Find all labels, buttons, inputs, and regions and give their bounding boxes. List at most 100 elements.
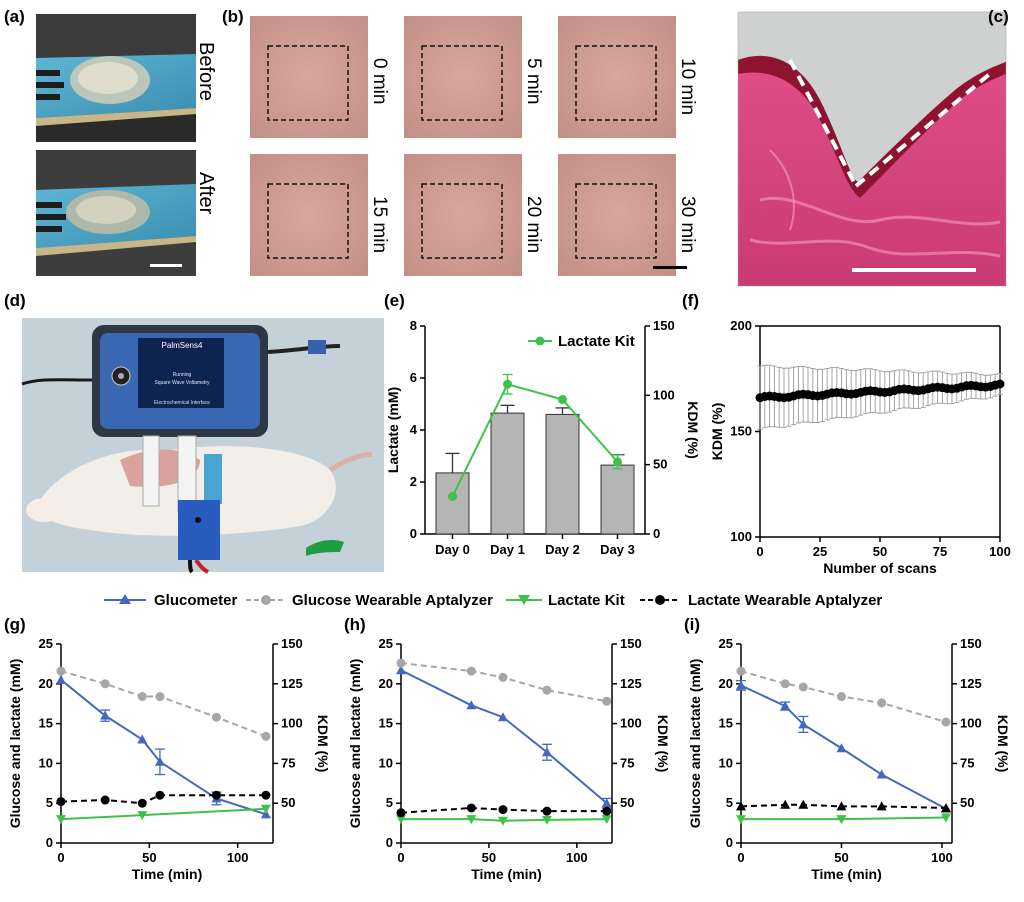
y-tick-label: 15	[379, 716, 393, 731]
panel-label-c: (c)	[988, 7, 1009, 26]
y2-axis-label: KDM (%)	[685, 401, 701, 459]
y2-tick-label: 75	[281, 755, 295, 770]
data-point-lactate-aptalyzer	[602, 806, 612, 816]
device-brand: PalmSens4	[162, 341, 203, 350]
panel-b: (b) 0 min 5 min 10 min 15 min 20 min 30 min	[222, 7, 698, 276]
y2-tick-label: 125	[281, 676, 303, 691]
y-tick-label: 200	[730, 318, 752, 333]
y-tick-label: 100	[730, 529, 752, 544]
y-tick-label: 6	[410, 370, 417, 385]
microneedle-region	[267, 45, 349, 121]
x-tick-label: 0	[57, 850, 64, 865]
scale-bar	[150, 264, 182, 267]
panel-label-f: (f)	[682, 291, 699, 310]
device-footer: Electrochemical Interface	[154, 400, 210, 406]
data-point-lactate-kit	[541, 815, 552, 825]
data-point-glucometer	[736, 680, 746, 690]
skin-tile: 5 min	[404, 16, 544, 138]
panel-d: (d) PalmSens4 Running Square Wave Voltam…	[4, 291, 384, 574]
data-point-glucometer	[836, 743, 847, 753]
x-tick-label: 100	[989, 544, 1011, 559]
device-screen-line-2: Square Wave Voltametry	[154, 380, 210, 386]
data-point-glucometer	[541, 747, 552, 757]
x-tick-label: 25	[813, 544, 827, 559]
device-screen-line-1: Running	[173, 372, 192, 378]
x-tick-label: 0	[737, 850, 744, 865]
data-point-lactate-aptalyzer	[137, 798, 147, 808]
data-point-lactate-kit	[137, 811, 148, 821]
y-tick-label: 25	[379, 636, 393, 651]
y2-tick-label: 75	[960, 755, 974, 770]
skin-tile: 20 min	[404, 154, 544, 276]
series-line-glucometer	[740, 684, 947, 810]
x-tick-label: 0	[756, 544, 763, 559]
data-point-glucose-aptalyzer	[100, 679, 110, 689]
data-point-glucometer	[876, 769, 887, 779]
y-tick-label: 2	[410, 474, 417, 489]
y-axis-label: Lactate (mM)	[385, 387, 401, 473]
y-tick-label: 15	[719, 716, 733, 731]
data-point-lactate-kit	[940, 813, 951, 823]
data-point-lactate-aptalyzer	[100, 795, 110, 805]
data-point-lactate-aptalyzer	[261, 790, 271, 800]
skin-photo	[404, 154, 522, 276]
y-axis-label: Glucose and lactate (mM)	[687, 659, 703, 829]
chart-e: 0 2 4 6 8 0 50 100 150 Lactate (mM) KDM (%) Day 0 Da…	[385, 318, 701, 557]
y-tick-label: 20	[39, 676, 53, 691]
x-tick-label: 100	[227, 850, 249, 865]
y-tick-label: 5	[726, 795, 733, 810]
data-point-glucometer	[798, 719, 809, 729]
chart-f: 100 150 200 0 25 50 75 100 KDM (%) Number of scan…	[709, 318, 1011, 576]
data-point-glucometer	[154, 756, 165, 766]
y2-tick-label: 50	[281, 795, 295, 810]
series-line-glucometer	[60, 679, 267, 816]
y-tick-label: 8	[410, 318, 417, 333]
data-point-glucometer	[396, 665, 406, 675]
y2-tick-label: 150	[653, 318, 675, 333]
y-tick-label: 0	[726, 835, 733, 850]
data-point-glucose-aptalyzer	[261, 731, 271, 741]
data-point-lactate-kit	[56, 815, 66, 825]
x-axis-label: Time (min)	[132, 866, 203, 882]
data-point-lactate-kit	[448, 492, 457, 502]
x-axis-label: Time (min)	[471, 866, 542, 882]
data-point-lactate-kit	[503, 379, 512, 389]
legend-label-lactate-kit: Lactate Kit	[558, 333, 635, 350]
circle-marker-icon	[261, 595, 271, 605]
data-point-glucometer	[137, 734, 148, 744]
microneedle-region	[575, 183, 657, 259]
y-axis-label: Glucose and lactate (mM)	[347, 659, 363, 829]
y-tick-label: 15	[39, 716, 53, 731]
scale-bar	[653, 266, 687, 269]
y-tick-label: 4	[410, 422, 418, 437]
x-tick-label: 50	[834, 850, 848, 865]
data-point-lactate-aptalyzer	[211, 790, 221, 800]
triangle-down-icon	[518, 595, 530, 605]
skin-photo	[250, 154, 368, 276]
y-axis-label: Glucose and lactate (mM)	[7, 659, 23, 829]
x-tick-label: 50	[482, 850, 496, 865]
y-tick-label: 150	[730, 424, 752, 439]
y2-axis-label: KDM (%)	[315, 715, 331, 773]
time-label: 5 min	[523, 58, 544, 104]
time-label: 0 min	[369, 58, 390, 104]
animal-photo: PalmSens4 Running Square Wave Voltametry…	[21, 318, 384, 574]
panel-label-e: (e)	[384, 291, 405, 310]
legend-item-glucose-aptalyzer: Glucose Wearable Aptalyzer	[246, 592, 493, 609]
category-label: Day 1	[490, 542, 525, 557]
y-tick-label: 5	[386, 795, 393, 810]
data-point-glucose-aptalyzer	[602, 696, 612, 706]
data-point-lactate-kit	[613, 457, 622, 467]
data-point-glucose-aptalyzer	[498, 672, 508, 682]
y-tick-label: 0	[386, 835, 393, 850]
y-tick-label: 0	[46, 835, 53, 850]
data-point-lactate-aptalyzer	[498, 805, 508, 815]
photo-after	[36, 150, 196, 276]
panel-label-a: (a)	[4, 7, 25, 26]
y2-tick-label: 100	[620, 716, 642, 731]
data-point-lactate-aptalyzer	[940, 802, 951, 812]
data-point-glucose-aptalyzer	[211, 712, 221, 722]
legend-label-glucose-aptalyzer: Glucose Wearable Aptalyzer	[292, 592, 493, 609]
time-label: 10 min	[677, 58, 698, 115]
skin-tile: 15 min	[250, 154, 390, 276]
